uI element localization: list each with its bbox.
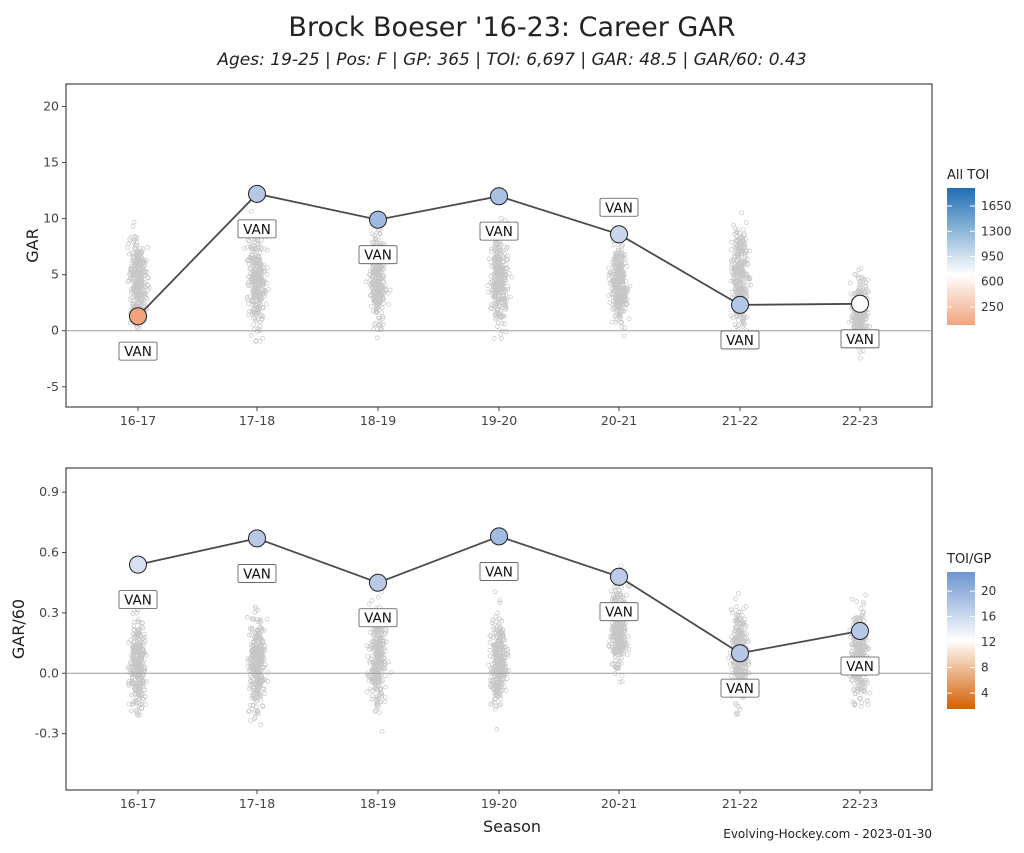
season-point (731, 644, 749, 663)
season-point (129, 555, 147, 574)
x-tick-label: 19-20 (481, 796, 517, 811)
legend-tick-label: 12 (981, 635, 996, 649)
team-label: VAN (599, 197, 639, 217)
svg-text:VAN: VAN (364, 248, 392, 264)
legend-tick-label: 4 (981, 686, 989, 700)
season-point (248, 529, 266, 548)
team-label: VAN (479, 562, 519, 581)
x-tick-label: 22-23 (842, 413, 878, 428)
legend-tick-label: 8 (981, 661, 989, 675)
season-point (129, 307, 147, 326)
team-label: VAN (358, 608, 398, 628)
x-tick-label: 18-19 (360, 413, 396, 428)
season-point (851, 622, 869, 640)
legend-tick-label: 1300 (981, 224, 1012, 238)
x-tick-label: 18-19 (360, 796, 396, 811)
y-tick-label: 0.6 (39, 545, 59, 560)
y-axis-title: GAR/60 (9, 599, 28, 659)
svg-text:VAN: VAN (846, 332, 874, 348)
svg-text:VAN: VAN (364, 611, 392, 627)
team-label: VAN (237, 564, 277, 583)
team-label: VAN (599, 602, 639, 622)
legend-tick-label: 16 (981, 610, 996, 624)
y-tick-label: 15 (43, 155, 59, 170)
season-point (731, 295, 749, 314)
svg-text:VAN: VAN (485, 224, 513, 240)
x-tick-label: 17-18 (239, 796, 275, 811)
y-tick-label: 5 (51, 267, 59, 282)
legend-tick-label: 20 (981, 584, 996, 598)
season-point (610, 225, 628, 244)
svg-text:VAN: VAN (485, 564, 513, 580)
svg-text:VAN: VAN (243, 566, 271, 582)
team-label: VAN (358, 245, 398, 265)
team-label: VAN (840, 656, 880, 676)
svg-text:VAN: VAN (243, 222, 271, 238)
y-tick-label: 0.0 (39, 665, 59, 680)
y-tick-label: 20 (43, 98, 59, 113)
y-tick-label: 0.3 (39, 605, 59, 620)
svg-text:VAN: VAN (124, 344, 152, 360)
svg-text:VAN: VAN (124, 593, 152, 609)
team-label: VAN (840, 329, 880, 349)
gar-panel: 20 15 10 5 0 -5 GAR 16-17 17-18 18-19 19-20 20-21 21… (23, 83, 1012, 428)
team-label: VAN (237, 219, 277, 239)
svg-text:VAN: VAN (726, 681, 754, 697)
svg-text:VAN: VAN (846, 659, 874, 675)
svg-text:VAN: VAN (605, 200, 633, 216)
legend-colorbar (947, 572, 975, 709)
y-tick-label: 10 (43, 211, 59, 226)
team-label: VAN (720, 330, 760, 350)
chart-title: Brock Boeser '16-23: Career GAR (288, 12, 735, 43)
x-tick-label: 21-22 (722, 796, 758, 811)
x-tick-label: 21-22 (722, 413, 758, 428)
team-label: VAN (118, 341, 158, 361)
x-tick-label: 17-18 (239, 413, 275, 428)
y-tick-label: 0 (51, 323, 59, 338)
season-point (369, 573, 387, 592)
y-tick-label: 0.9 (39, 484, 59, 499)
team-label: VAN (720, 678, 760, 698)
legend-title: TOI/GP (946, 552, 991, 567)
x-tick-label: 19-20 (481, 413, 517, 428)
legend-tick-label: 950 (981, 250, 1004, 264)
svg-text:VAN: VAN (605, 605, 633, 621)
x-tick-label: 20-21 (601, 796, 637, 811)
x-tick-label: 16-17 (120, 413, 156, 428)
y-tick-label: -0.3 (35, 726, 59, 741)
x-axis-title: Season (483, 817, 541, 836)
x-tick-label: 16-17 (120, 796, 156, 811)
season-point (490, 187, 508, 206)
x-tick-label: 22-23 (842, 796, 878, 811)
season-point (248, 184, 266, 203)
legend-tick-label: 250 (981, 300, 1004, 314)
legend-tick-label: 1650 (981, 199, 1012, 213)
legend-title: All TOI (947, 168, 989, 183)
season-point (610, 567, 628, 586)
x-tick-label: 20-21 (601, 413, 637, 428)
y-axis-title: GAR (23, 228, 42, 262)
team-label: VAN (479, 221, 519, 241)
season-point (369, 210, 387, 229)
y-tick-label: -5 (47, 379, 59, 394)
legend-tick-label: 600 (981, 275, 1004, 289)
svg-text:VAN: VAN (726, 333, 754, 349)
chart-subtitle: Ages: 19-25 | Pos: F | GP: 365 | TOI: 6,… (216, 50, 806, 70)
team-label: VAN (118, 590, 158, 609)
season-point (490, 527, 508, 546)
caption: Evolving-Hockey.com - 2023-01-30 (723, 827, 932, 841)
gar60-panel: 0.9 0.6 0.3 0.0 -0.3 GAR/60 16-17 17-18 18-19 19-… (9, 467, 996, 811)
season-point (851, 294, 869, 313)
